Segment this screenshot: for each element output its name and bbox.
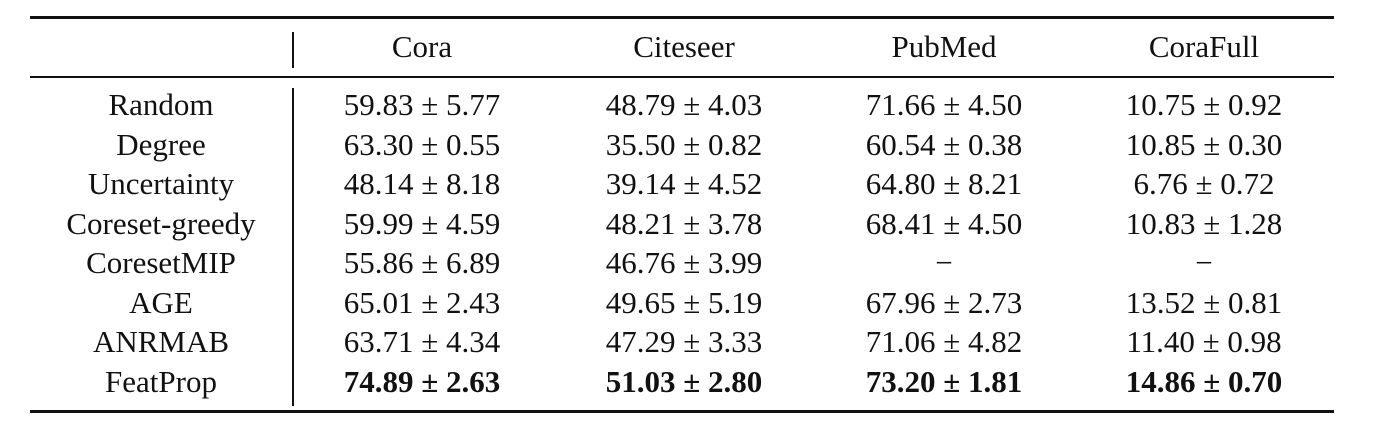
header-cell-cora: Cora: [391, 29, 453, 64]
row-label: Uncertainty: [87, 166, 235, 201]
table-cell: 6.76 ± 0.72: [1133, 166, 1275, 201]
header-cell-pubmed: PubMed: [891, 29, 997, 64]
table-cell: 39.14 ± 4.52: [605, 166, 763, 201]
table-cell: 63.71 ± 4.34: [343, 324, 501, 359]
column-separator: [292, 32, 294, 68]
table-cell-best: 73.20 ± 1.81: [865, 364, 1023, 399]
table-cell: 48.14 ± 8.18: [343, 166, 501, 201]
header-cell-method: [30, 27, 292, 67]
table-cell: 48.21 ± 3.78: [605, 206, 763, 241]
row-label: CoresetMIP: [86, 245, 236, 280]
table-cell-best: 14.86 ± 0.70: [1125, 364, 1283, 399]
table-cell: −: [1195, 245, 1213, 280]
table-cell: 10.75 ± 0.92: [1125, 87, 1283, 122]
table-cell: 46.76 ± 3.99: [605, 245, 763, 280]
table-cell: 71.66 ± 4.50: [865, 87, 1023, 122]
table-cell: 71.06 ± 4.82: [865, 324, 1023, 359]
table-cell-best: 51.03 ± 2.80: [605, 364, 763, 399]
header-cell-corafull: CoraFull: [1148, 29, 1260, 64]
table-cell: 10.85 ± 0.30: [1125, 127, 1283, 162]
top-rule: [30, 16, 1334, 19]
table-cell: 64.80 ± 8.21: [865, 166, 1023, 201]
table-cell: 65.01 ± 2.43: [343, 285, 501, 320]
column-separator: [292, 88, 294, 406]
row-label: AGE: [129, 285, 193, 320]
table-cell: 35.50 ± 0.82: [605, 127, 763, 162]
header-cell-citeseer: Citeseer: [633, 29, 735, 64]
table-cell: 48.79 ± 4.03: [605, 87, 763, 122]
bottom-rule: [30, 410, 1334, 413]
header-rule: [30, 76, 1334, 78]
table-cell: 59.99 ± 4.59: [343, 206, 501, 241]
table-cell: 59.83 ± 5.77: [343, 87, 501, 122]
table-cell: 63.30 ± 0.55: [343, 127, 501, 162]
table-cell: 13.52 ± 0.81: [1125, 285, 1283, 320]
table-cell: −: [935, 245, 953, 280]
table-cell: 49.65 ± 5.19: [605, 285, 763, 320]
row-label: ANRMAB: [92, 324, 230, 359]
row-label: Coreset-greedy: [66, 206, 256, 241]
table-cell: 11.40 ± 0.98: [1126, 324, 1282, 359]
table-cell: 68.41 ± 4.50: [865, 206, 1023, 241]
table-cell-best: 74.89 ± 2.63: [343, 364, 501, 399]
table-cell: 10.83 ± 1.28: [1125, 206, 1283, 241]
row-label: FeatProp: [105, 364, 217, 399]
row-label: Degree: [116, 127, 206, 162]
table-cell: 67.96 ± 2.73: [865, 285, 1023, 320]
table-cell: 47.29 ± 3.33: [605, 324, 763, 359]
table-cell: 60.54 ± 0.38: [865, 127, 1023, 162]
table-cell: 55.86 ± 6.89: [343, 245, 501, 280]
row-label: Random: [108, 87, 214, 122]
